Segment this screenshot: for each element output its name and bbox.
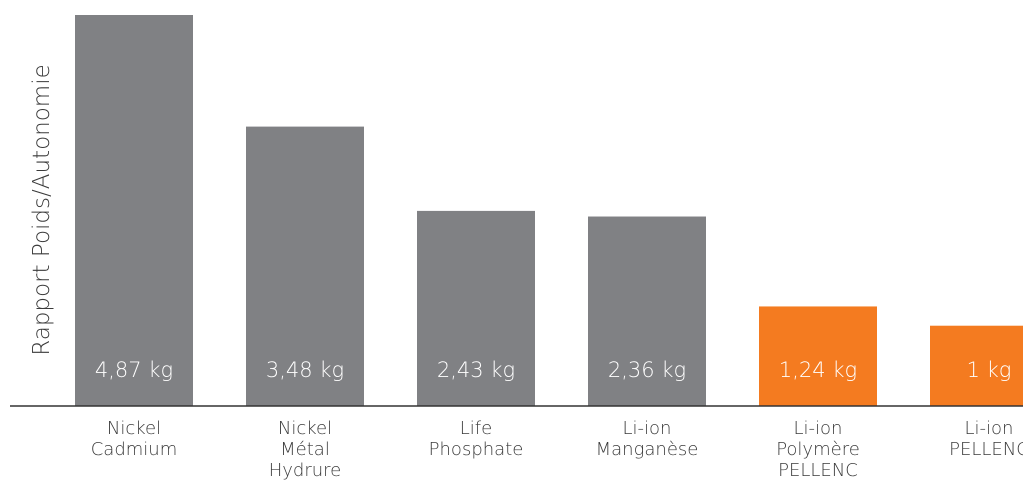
category-label-2-line-0: Life (460, 418, 492, 439)
category-label-0-line-1: Cadmium (91, 439, 178, 460)
category-label-0-line-0: Nickel (107, 418, 161, 439)
category-label-4-line-0: Li-ion (794, 418, 843, 439)
category-label-4-line-2: PELLENC (778, 460, 858, 481)
category-labels-group: NickelCadmiumNickelMétalHydrureLifePhosp… (91, 418, 1023, 481)
category-label-4-line-1: Polymère (776, 439, 860, 460)
category-label-3-line-1: Manganèse (596, 439, 699, 460)
y-axis-label: Rapport Poids/Autonomie (29, 64, 55, 355)
bar-value-label-0: 4,87 kg (95, 358, 173, 382)
category-label-5-line-1: PELLENC (949, 439, 1023, 460)
bar-value-label-4: 1,24 kg (779, 358, 857, 382)
bars-group (75, 15, 1023, 407)
category-label-1-line-2: Hydrure (269, 460, 342, 481)
bar-5 (930, 325, 1023, 406)
bar-value-label-3: 2,36 kg (608, 358, 686, 382)
bar-value-label-1: 3,48 kg (266, 358, 344, 382)
bar-0 (75, 15, 193, 406)
bar-value-label-2: 2,43 kg (437, 358, 515, 382)
category-label-1-line-1: Métal (280, 439, 330, 460)
bar-4 (759, 306, 877, 406)
category-label-3-line-0: Li-ion (623, 418, 672, 439)
value-labels-group: 4,87 kg 3,48 kg 2,43 kg 2,36 kg 1,24 kg 1 kg (95, 358, 1012, 382)
category-label-5-line-0: Li-ion (965, 418, 1014, 439)
bar-value-label-5: 1 kg (967, 358, 1012, 382)
bar-2 (417, 210, 535, 406)
bar-3 (588, 216, 706, 406)
category-label-1-line-0: Nickel (278, 418, 332, 439)
category-label-2-line-1: Phosphate (429, 439, 524, 460)
bar-1 (246, 126, 364, 407)
